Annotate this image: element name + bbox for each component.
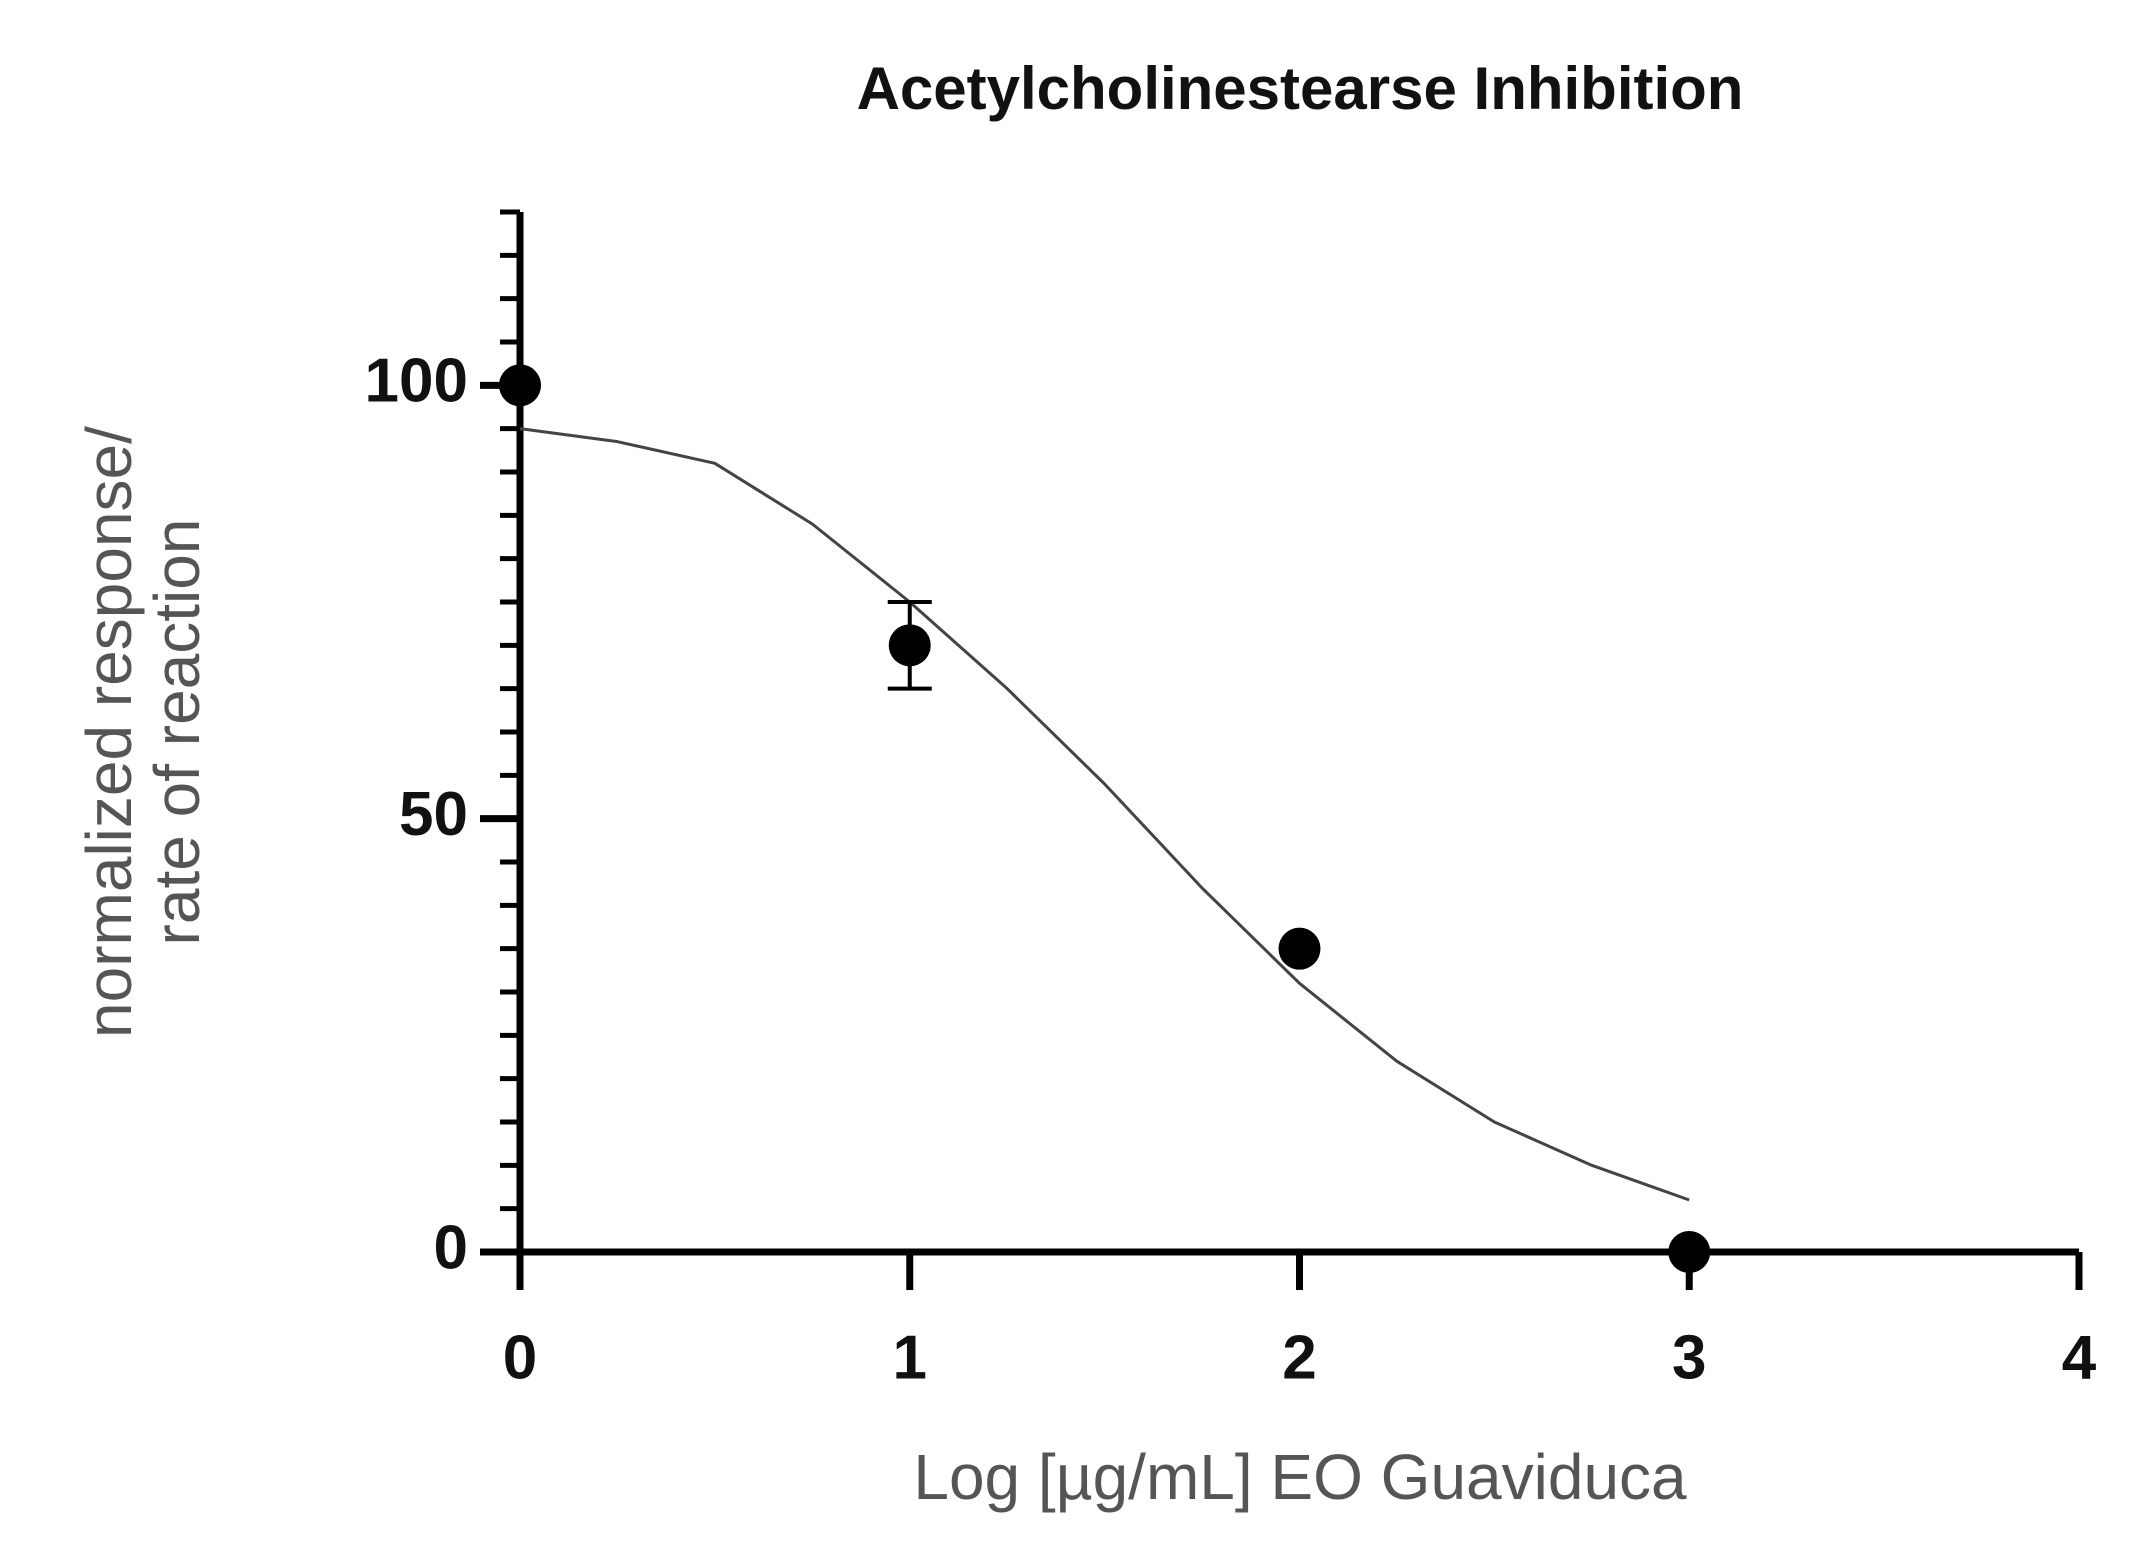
x-axis-label: Log [µg/mL] EO Guaviduca <box>913 1441 1687 1513</box>
y-tick-label: 100 <box>365 347 468 416</box>
data-point <box>1278 927 1321 970</box>
x-tick-label: 4 <box>2062 1323 2097 1392</box>
y-tick-label: 0 <box>434 1213 468 1282</box>
y-axis-label-line: normalized response/ <box>73 426 145 1038</box>
y-axis-label: normalized response/ rate of reaction <box>73 426 213 1038</box>
fit-curve <box>519 427 1690 1202</box>
x-tick-label: 1 <box>893 1323 927 1392</box>
y-axis-label-line: rate of reaction <box>141 519 213 946</box>
data-point <box>888 624 931 667</box>
x-tick-label: 2 <box>1282 1323 1316 1392</box>
x-tick-label: 3 <box>1672 1323 1706 1392</box>
chart-title: Acetylcholinestearse Inhibition <box>857 55 1744 122</box>
x-tick-label: 0 <box>503 1323 537 1392</box>
y-tick-label: 50 <box>399 780 468 849</box>
data-point <box>499 364 541 407</box>
data-point <box>1668 1231 1711 1273</box>
